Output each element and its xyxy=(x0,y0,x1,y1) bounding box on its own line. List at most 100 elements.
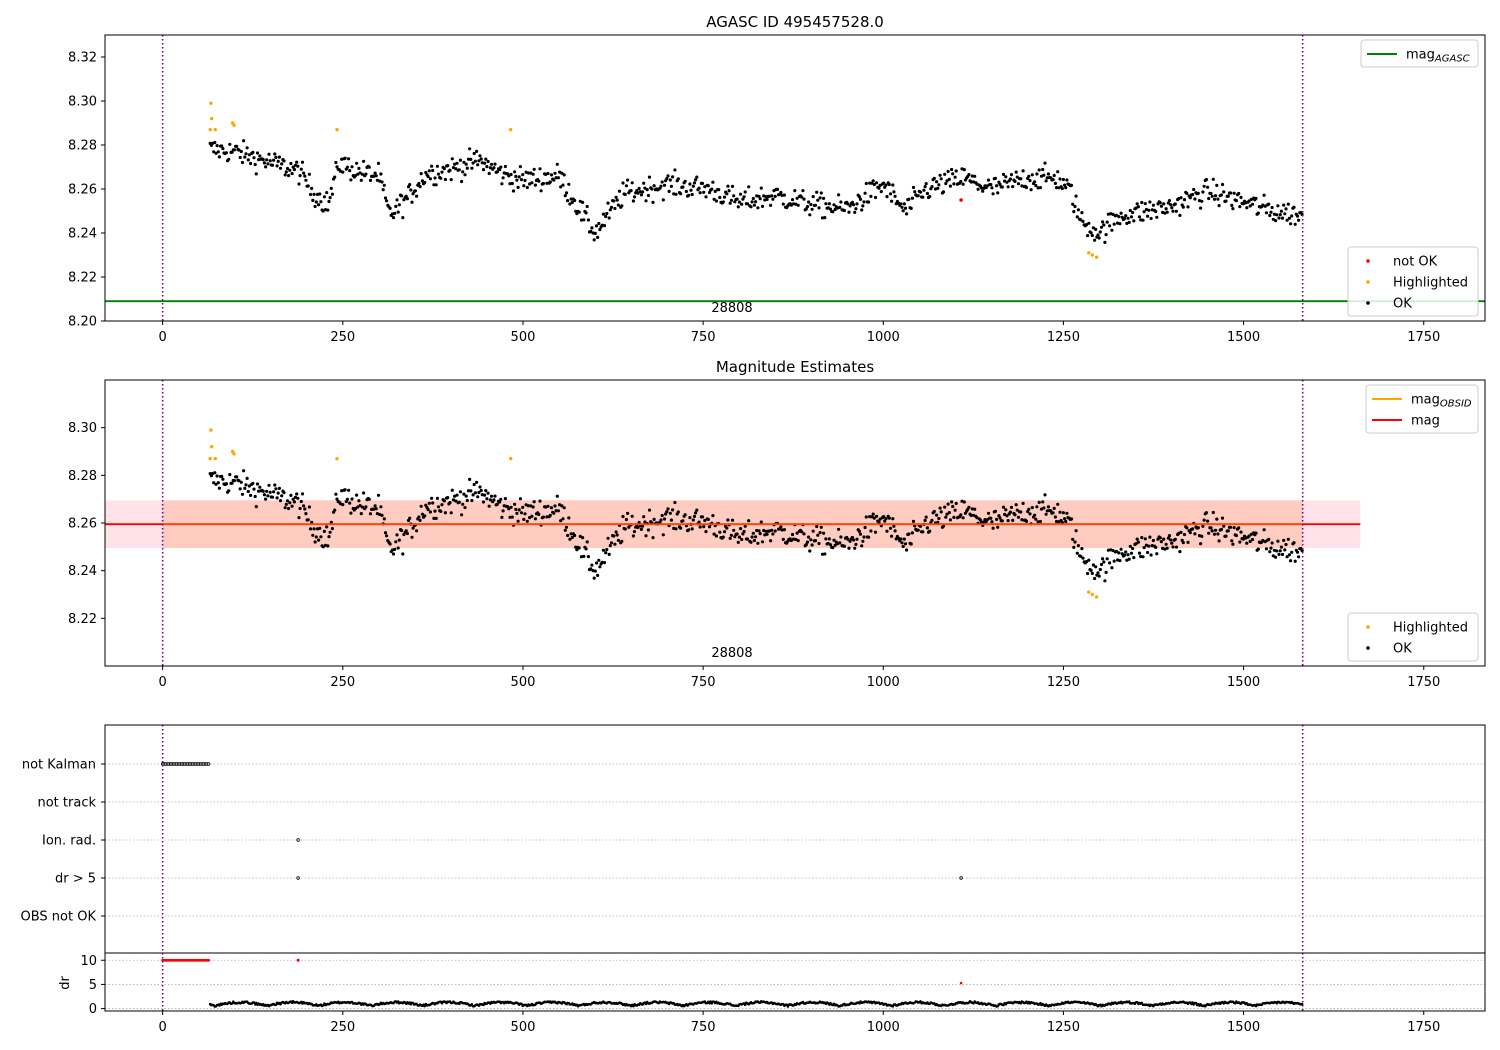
data-point-ok xyxy=(295,160,299,164)
data-point-ok xyxy=(517,175,521,179)
data-point-ok xyxy=(333,175,337,179)
data-point-ok xyxy=(702,525,706,529)
legend-dot xyxy=(1366,259,1370,263)
y-tick-label: 8.32 xyxy=(68,51,97,66)
data-point-ok xyxy=(903,542,908,546)
data-point-ok xyxy=(433,509,437,513)
data-point-ok xyxy=(1125,558,1129,562)
data-point-ok xyxy=(1256,211,1260,215)
data-point-ok xyxy=(873,195,878,200)
data-point-ok xyxy=(1073,204,1077,209)
data-point-ok xyxy=(1274,219,1278,223)
data-point-ok xyxy=(1181,205,1185,209)
data-point-ok xyxy=(943,172,947,176)
y-tick-label: 8.30 xyxy=(68,95,97,110)
data-point-ok xyxy=(242,139,246,143)
data-point-ok xyxy=(756,541,760,545)
data-point-ok xyxy=(400,528,404,533)
data-point-ok xyxy=(624,517,629,522)
data-point-ok xyxy=(741,532,745,536)
data-point-ok xyxy=(1277,216,1281,220)
data-point-ok xyxy=(487,171,491,176)
data-point-ok xyxy=(673,500,677,505)
data-point-ok xyxy=(721,200,725,204)
data-point-ok xyxy=(508,182,512,186)
data-point-ok xyxy=(292,500,296,504)
data-point-highlighted xyxy=(213,456,217,461)
data-point-ok xyxy=(434,183,438,187)
data-point-ok xyxy=(359,511,363,516)
data-point-ok xyxy=(930,518,934,523)
data-point-ok xyxy=(939,177,943,181)
data-point-ok xyxy=(676,510,680,514)
data-point-ok xyxy=(560,171,564,175)
data-point-ok xyxy=(1144,207,1148,212)
data-point-ok xyxy=(613,206,617,211)
plot-frame xyxy=(104,34,1486,322)
data-point-ok xyxy=(431,168,435,173)
data-point-ok xyxy=(925,191,930,196)
data-point-ok xyxy=(605,211,609,216)
dr-panel: 0 250 500 750 1000 1250 1500 1750 0 5 10 dr xyxy=(58,952,1486,1035)
data-point-ok xyxy=(867,200,871,204)
data-point-ok xyxy=(828,207,833,211)
data-point-ok xyxy=(961,182,965,186)
data-point-ok xyxy=(404,529,408,533)
data-point-ok xyxy=(669,518,674,522)
data-point-ok xyxy=(220,144,224,148)
data-point-ok xyxy=(948,518,953,522)
data-point-ok xyxy=(460,179,464,184)
data-point-ok xyxy=(811,529,815,533)
data-point-ok xyxy=(532,167,536,171)
data-point-ok xyxy=(679,526,683,530)
data-point-ok xyxy=(1069,517,1074,521)
data-point-ok xyxy=(391,552,396,556)
data-point-ok xyxy=(644,534,648,538)
data-point-ok xyxy=(668,178,672,182)
data-point-ok xyxy=(434,516,438,521)
data-point-ok xyxy=(739,527,743,531)
data-point-ok xyxy=(759,186,763,190)
data-point-ok xyxy=(1119,211,1123,215)
data-point-ok xyxy=(1090,233,1094,238)
data-point-ok xyxy=(1231,207,1235,211)
data-point-ok xyxy=(959,513,963,517)
data-point-ok xyxy=(728,201,732,205)
data-point-ok xyxy=(1199,542,1203,546)
data-point-ok xyxy=(566,199,570,203)
data-point-ok xyxy=(397,203,401,207)
data-point-ok xyxy=(993,176,998,180)
data-point-ok xyxy=(376,161,381,165)
data-point-ok xyxy=(380,513,384,518)
data-point-ok xyxy=(559,185,563,189)
data-point-ok xyxy=(837,193,841,197)
data-point-ok xyxy=(1226,194,1230,198)
data-point-ok xyxy=(1182,198,1187,202)
data-point-ok xyxy=(855,202,859,206)
data-point-ok xyxy=(1248,204,1252,208)
data-point-ok xyxy=(1090,571,1094,576)
data-point-ok xyxy=(646,528,651,532)
data-point-ok xyxy=(945,179,949,183)
data-point-ok xyxy=(1148,200,1152,204)
data-point-ok xyxy=(1269,210,1273,214)
data-point-ok xyxy=(327,535,331,539)
data-point-ok xyxy=(1174,209,1178,213)
data-point-ok xyxy=(1063,183,1067,187)
data-point-ok xyxy=(1170,206,1174,210)
data-point-ok xyxy=(385,199,389,203)
data-point-ok xyxy=(638,524,642,528)
data-point-ok xyxy=(1006,519,1010,523)
data-point-ok xyxy=(415,194,419,198)
data-point-ok xyxy=(358,504,362,508)
data-point-ok xyxy=(270,163,275,167)
data-point-ok xyxy=(629,189,633,193)
flag-marker xyxy=(296,876,300,880)
dr-point xyxy=(644,1002,648,1006)
data-point-ok xyxy=(240,492,245,496)
data-point-ok xyxy=(400,194,404,198)
data-point-ok xyxy=(388,542,392,546)
data-point-ok xyxy=(824,537,828,541)
data-point-ok xyxy=(950,167,954,172)
